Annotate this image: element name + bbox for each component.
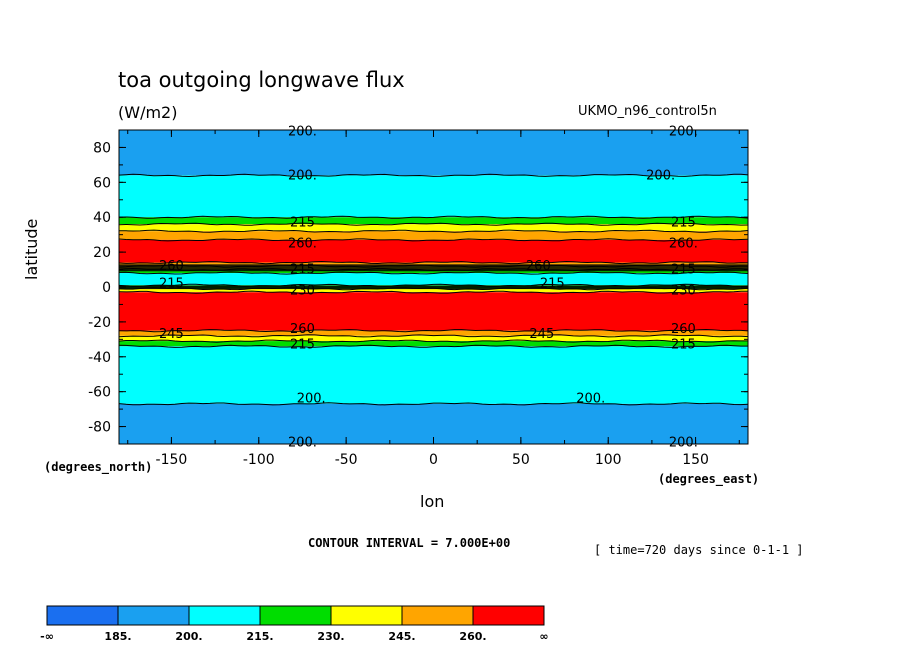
- contour-label: 215: [540, 277, 565, 292]
- contour-label: 200.: [669, 125, 698, 140]
- y-tick-label: 60: [93, 175, 111, 191]
- x-tick-label: 150: [682, 452, 709, 468]
- contour-line: [118, 238, 749, 242]
- contour-label: 260.: [669, 236, 698, 251]
- contour-line: [118, 271, 749, 275]
- x-tick-label: -50: [335, 452, 358, 468]
- contour-band: [119, 217, 748, 225]
- colorbar-label: 185.: [104, 630, 131, 643]
- x-tick-label: 0: [429, 452, 438, 468]
- contour-label: 200.: [297, 392, 326, 407]
- contour-line: [118, 260, 749, 265]
- contour-interval: CONTOUR INTERVAL = 7.000E+00: [308, 536, 511, 550]
- colorbar-swatch: [330, 605, 403, 626]
- contour-label: 260.: [288, 236, 317, 251]
- contour-band: [119, 231, 748, 240]
- x-axis-label: lon: [420, 492, 445, 511]
- colorbar-swatch: [472, 605, 545, 626]
- y-tick-label: -20: [88, 315, 111, 331]
- x-tick-label: 100: [595, 452, 622, 468]
- contour-label: 230: [671, 283, 696, 298]
- contour-label: 215: [290, 215, 315, 230]
- contour-label: 215: [671, 215, 696, 230]
- colorbar-label: 245.: [388, 630, 415, 643]
- contour-line: [118, 222, 749, 226]
- y-tick-label: -80: [88, 420, 111, 436]
- run-label: UKMO_n96_control5n: [578, 104, 717, 119]
- contour-band: [119, 341, 748, 347]
- contour-label: 260: [290, 322, 315, 337]
- contour-label: 200.: [576, 392, 605, 407]
- colorbar-label: ∞: [539, 630, 548, 643]
- x-tick-label: -100: [243, 452, 275, 468]
- y-tick-label: 20: [93, 245, 111, 261]
- contour-band: [119, 288, 748, 293]
- contour-label: 200.: [288, 168, 317, 183]
- dense-contour-band: [119, 285, 748, 290]
- colorbar-label: 230.: [317, 630, 344, 643]
- contour-line: [118, 334, 749, 338]
- contour-band: [119, 292, 748, 331]
- colorbar-label: 215.: [246, 630, 273, 643]
- contour-line: [118, 328, 749, 333]
- x-tick-label: 50: [512, 452, 530, 468]
- colorbar-label: -∞: [40, 630, 54, 643]
- contour-lines: [118, 173, 749, 406]
- contour-line: [119, 229, 749, 233]
- contour-label: 215: [290, 263, 315, 278]
- contour-label: 215: [671, 263, 696, 278]
- colorbar-label: 260.: [459, 630, 486, 643]
- contour-label: 215: [159, 277, 184, 292]
- contour-band: [119, 335, 748, 342]
- contour-line: [118, 173, 749, 178]
- contour-bands: [119, 130, 748, 444]
- contour-label: 200.: [669, 435, 698, 450]
- y-tick-label: 80: [93, 140, 111, 156]
- contour-band: [119, 273, 748, 286]
- colorbar-label: 200.: [175, 630, 202, 643]
- contour-label: 200.: [646, 168, 675, 183]
- contour-label: 245: [159, 327, 184, 342]
- y-tick-label: 40: [93, 210, 111, 226]
- contour-label: 260: [671, 322, 696, 337]
- y-unit-note: (degrees_north): [44, 460, 153, 474]
- contour-label: 230: [290, 283, 315, 298]
- contour-band: [119, 130, 748, 176]
- dense-contour-band: [119, 264, 748, 272]
- contour-line: [118, 215, 749, 219]
- contour-band: [119, 175, 748, 218]
- contour-label: 260: [526, 259, 551, 274]
- colorbar-swatch: [188, 605, 261, 626]
- colorbar-swatch: [259, 605, 332, 626]
- contour-line: [118, 344, 748, 348]
- x-tick-label: -150: [156, 452, 188, 468]
- contour-line: [118, 283, 749, 287]
- y-tick-label: -60: [88, 385, 111, 401]
- axis-ticks: -80 -60 -40 -20 0 20 40 60 80 -150 -100 -50 0 50 100 15…: [88, 129, 748, 468]
- contour-label: 215: [671, 338, 696, 353]
- contour-line: [118, 290, 749, 294]
- contour-label: 245: [529, 327, 554, 342]
- contour-band: [119, 224, 748, 232]
- contour-label: 215: [290, 338, 315, 353]
- colorbar-swatch: [46, 605, 119, 626]
- contour-line: [118, 339, 748, 343]
- contour-band: [119, 346, 748, 404]
- units-label: (W/m2): [118, 103, 178, 122]
- contour-band: [119, 239, 748, 263]
- colorbar-swatch: [401, 605, 474, 626]
- contour-band: [119, 330, 748, 336]
- time-note: [ time=720 days since 0-1-1 ]: [594, 543, 804, 557]
- x-unit-note: (degrees_east): [658, 472, 760, 486]
- contour-label: 260: [159, 259, 184, 274]
- colorbar-swatch: [117, 605, 190, 626]
- y-tick-label: -40: [88, 350, 111, 366]
- contour-line: [118, 402, 749, 406]
- y-tick-label: 0: [102, 280, 111, 296]
- chart-title: toa outgoing longwave flux: [118, 68, 405, 92]
